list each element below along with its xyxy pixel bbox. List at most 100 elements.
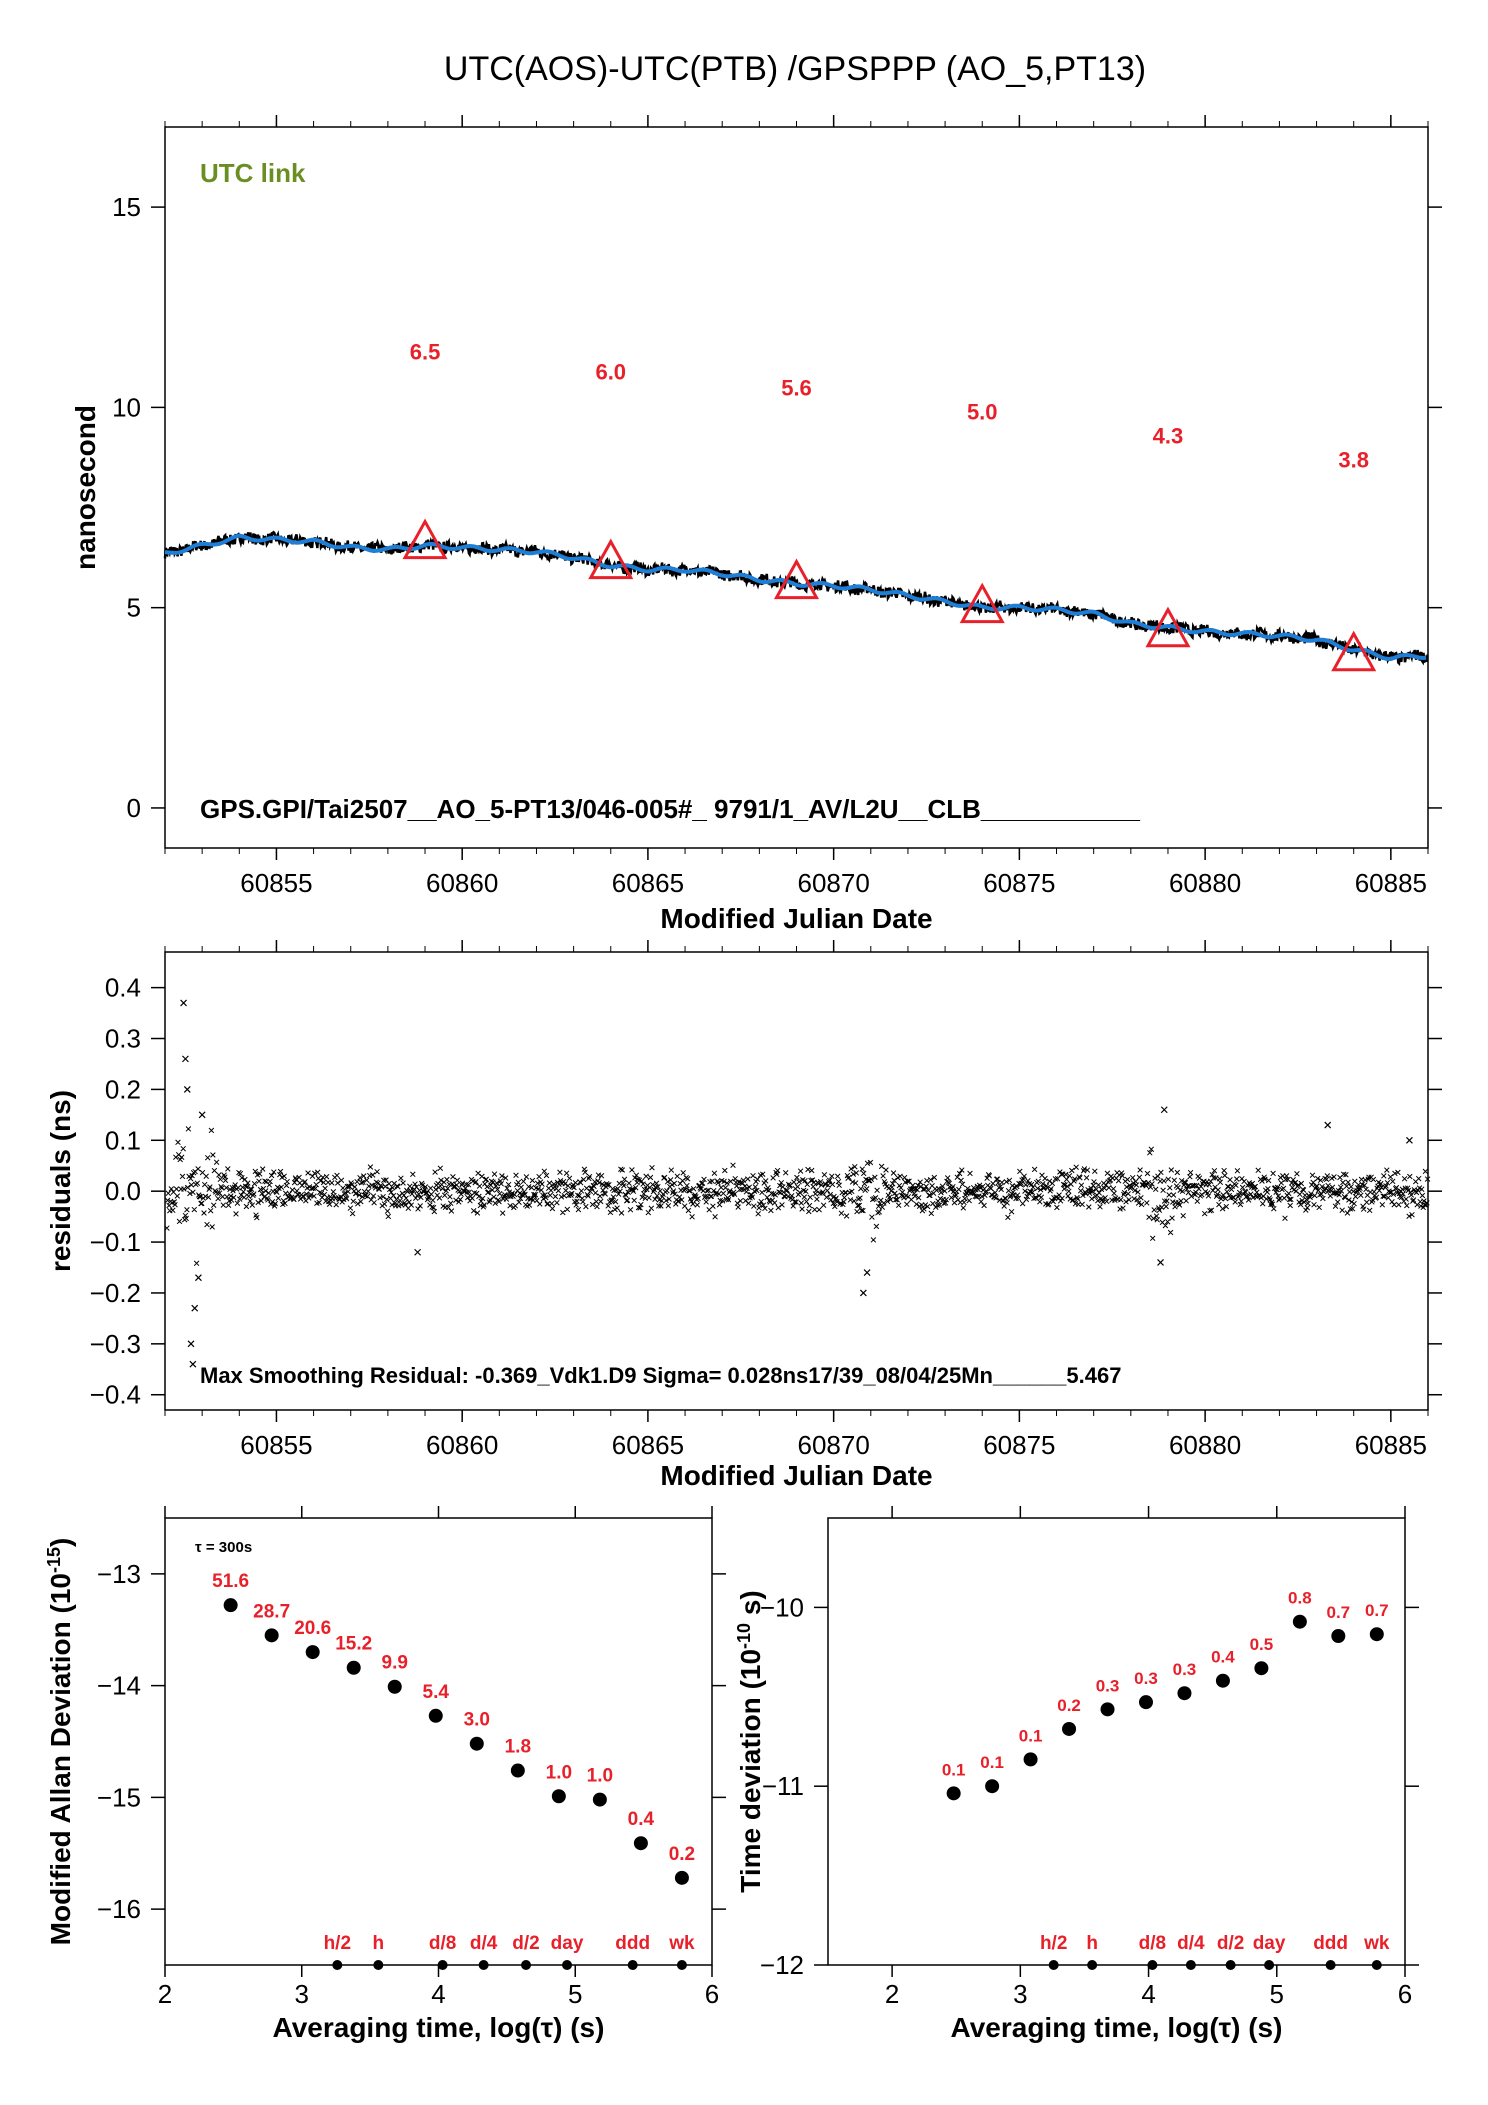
- residual-outlier: [182, 1055, 189, 1063]
- point-value-label: 5.4: [423, 1682, 450, 1703]
- residual-outlier: [414, 1248, 422, 1256]
- point-value-label: 9.9: [382, 1653, 408, 1674]
- x-axis-label: Modified Julian Date: [660, 903, 932, 934]
- x-tick-label: 2: [158, 1979, 172, 2009]
- residual-outlier: [180, 999, 187, 1007]
- stability-point: [1023, 1752, 1038, 1767]
- x-tick-label: 60855: [240, 868, 312, 898]
- triangle-marker: [1145, 606, 1191, 648]
- x-tick-label: 60870: [797, 1430, 869, 1460]
- stability-point: [985, 1779, 1000, 1794]
- y-tick-label: −16: [97, 1894, 141, 1924]
- marker-value-label: 6.5: [410, 339, 441, 364]
- time-mark-label: d/4: [1177, 1933, 1205, 1954]
- y-tick-label: 0: [127, 793, 141, 823]
- figure-title: UTC(AOS)-UTC(PTB) /GPSPPP (AO_5,PT13): [444, 50, 1146, 88]
- y-axis-label-tail: s): [735, 1590, 766, 1623]
- stability-point: [223, 1598, 238, 1613]
- x-tick-label: 60865: [612, 868, 684, 898]
- tdev-panel: 2 3 4 5 6 −12 −11 −10 0.1 0.1 0.1 0.2 0.3 0.3 0.3 0.4 0.…: [734, 1506, 1419, 2043]
- plot-frame: [827, 1517, 1406, 1966]
- stability-point: [305, 1645, 320, 1660]
- y-tick-label: −11: [762, 1771, 804, 1801]
- point-value-label: 1.8: [505, 1737, 531, 1758]
- time-mark-label: d/2: [1217, 1933, 1244, 1954]
- point-value-label: 0.1: [942, 1760, 966, 1779]
- point-value-label: 0.2: [1057, 1696, 1081, 1715]
- time-mark-dot: [521, 1960, 532, 1970]
- x-tick-label: 60870: [797, 868, 869, 898]
- time-mark-label: day: [1253, 1933, 1286, 1954]
- link-id-text: GPS.GPI/Tai2507__AO_5-PT13/046-005#_ 979…: [200, 794, 1141, 824]
- stability-point: [264, 1628, 279, 1643]
- time-mark-dot: [676, 1960, 687, 1970]
- time-mark-label: ddd: [615, 1933, 650, 1954]
- stability-point: [551, 1789, 566, 1804]
- point-value-label: 51.6: [212, 1571, 249, 1592]
- stability-point: [1177, 1686, 1192, 1701]
- y-tick-label: 0.4: [105, 973, 141, 1003]
- x-tick-label: 60885: [1355, 1430, 1427, 1460]
- stability-point: [1062, 1721, 1077, 1736]
- residual-outlier: [863, 1269, 871, 1277]
- point-value-label: 0.4: [628, 1809, 655, 1830]
- point-value-label: 0.7: [1365, 1601, 1389, 1620]
- point-value-label: 0.1: [1019, 1726, 1043, 1745]
- x-tick-label: 60865: [612, 1430, 684, 1460]
- stability-point: [346, 1660, 361, 1675]
- x-tick-label: 60860: [426, 1430, 498, 1460]
- point-value-label: 0.1: [980, 1753, 1004, 1772]
- time-mark-dot: [478, 1960, 489, 1970]
- x-tick-label: 3: [1013, 1979, 1027, 2009]
- point-value-label: 28.7: [253, 1601, 290, 1622]
- triangle-marker: [959, 582, 1005, 624]
- point-value-label: 0.8: [1288, 1589, 1312, 1608]
- y-tick-label: −13: [97, 1559, 141, 1589]
- stability-point: [387, 1679, 402, 1694]
- triangle-marker: [1331, 630, 1377, 672]
- time-mark-dot: [437, 1960, 448, 1970]
- time-mark-dot: [1185, 1960, 1196, 1970]
- residual-outlier: [191, 1304, 199, 1312]
- y-axis-label: Time deviation (10-10 s): [734, 1590, 766, 1893]
- x-tick-label: 6: [705, 1979, 719, 2009]
- y-tick-label: 0.2: [105, 1074, 141, 1104]
- time-mark-dot: [1147, 1960, 1158, 1970]
- time-series-panel: 60855 60860 60865 60870 60875 60880 60885 0 5 10 1…: [70, 115, 1442, 934]
- x-tick-label: 60875: [983, 868, 1055, 898]
- y-tick-label: −14: [97, 1671, 141, 1701]
- smoothed-series-line: [164, 533, 1427, 661]
- time-mark-label: d/8: [429, 1933, 456, 1954]
- point-value-label: 1.0: [587, 1766, 613, 1787]
- x-tick-label: 60880: [1169, 1430, 1241, 1460]
- residual-outlier: [1157, 1258, 1164, 1266]
- residual-outlier: [187, 1340, 195, 1348]
- stability-point: [469, 1736, 484, 1751]
- x-tick-label: 6: [1398, 1979, 1412, 2009]
- marker-value-label: 5.6: [781, 375, 812, 400]
- point-value-label: 1.0: [546, 1762, 572, 1783]
- y-axis-label-exp: -10: [734, 1623, 754, 1649]
- marker-value-label: 4.3: [1153, 423, 1184, 448]
- x-tick-label: 5: [1270, 1979, 1284, 2009]
- residual-stats-text: Max Smoothing Residual: -0.369_Vdk1.D9 S…: [200, 1363, 1121, 1388]
- residual-outlier: [1160, 1106, 1168, 1114]
- point-value-label: 3.0: [464, 1710, 490, 1731]
- point-value-label: 0.3: [1096, 1676, 1120, 1695]
- point-value-label: 0.7: [1327, 1603, 1351, 1622]
- time-mark-label: h: [373, 1933, 385, 1954]
- stability-point: [592, 1792, 607, 1807]
- time-mark-dot: [627, 1960, 638, 1970]
- triangle-marker: [588, 538, 634, 580]
- time-mark-label: day: [551, 1933, 584, 1954]
- y-axis-label-main: Time deviation (10: [735, 1649, 766, 1893]
- tau-note: τ = 300s: [195, 1539, 252, 1556]
- time-mark-dot: [1325, 1960, 1336, 1970]
- time-mark-dot: [1048, 1960, 1059, 1970]
- x-tick-label: 4: [1141, 1979, 1155, 2009]
- time-mark-label: ddd: [1313, 1933, 1348, 1954]
- x-tick-label: 2: [885, 1979, 899, 2009]
- y-axis-label-tail: ): [45, 1538, 76, 1547]
- x-tick-label: 60855: [240, 1430, 312, 1460]
